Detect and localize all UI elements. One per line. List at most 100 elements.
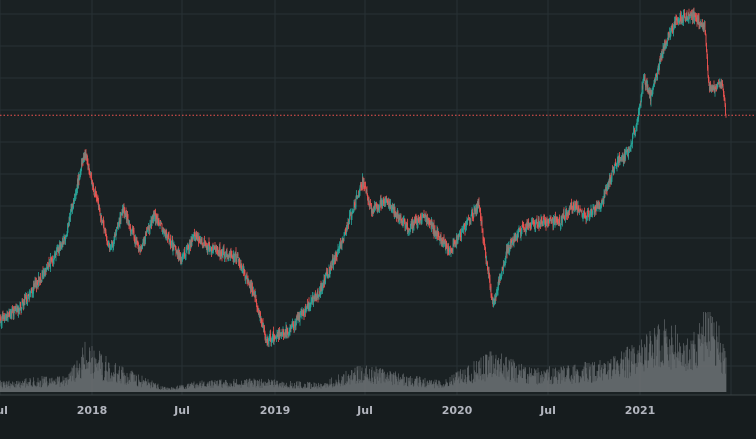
volume-bar (659, 350, 661, 392)
volume-bar (369, 378, 371, 392)
candle-body-down (595, 206, 596, 211)
candle-body-down (646, 82, 648, 88)
volume-bar (396, 376, 398, 392)
candle-body-up (625, 151, 626, 159)
candle-body-up (281, 332, 282, 335)
volume-bar (542, 374, 543, 392)
candle-body-up (65, 236, 67, 238)
volume-bar (479, 360, 480, 392)
volume-bar (296, 382, 297, 392)
candle-body-up (444, 240, 445, 244)
candle-body-down (236, 260, 237, 261)
volume-bar (144, 380, 146, 392)
candle-body-down (69, 217, 71, 219)
volume-bar (33, 380, 35, 392)
volume-bar (238, 385, 240, 392)
volume-bar (554, 368, 556, 392)
volume-bar (534, 368, 535, 392)
candle-body-down (584, 211, 585, 214)
volume-bar (584, 361, 586, 392)
volume-bar (498, 376, 500, 392)
volume-bar (145, 378, 146, 392)
candle-body-up (638, 111, 639, 119)
candle-body-down (669, 33, 671, 38)
candle-body-up (703, 23, 705, 30)
volume-bar (104, 377, 105, 392)
volume-bar (108, 362, 110, 392)
candle-body-up (108, 242, 109, 247)
candle-body-up (295, 320, 297, 326)
volume-bar (314, 383, 316, 392)
volume-bar (680, 362, 682, 392)
volume-bar (373, 383, 374, 392)
volume-bar (566, 375, 567, 392)
volume-bar (511, 362, 512, 392)
candle-body-up (30, 290, 32, 291)
candle-body-up (562, 216, 563, 223)
volume-bar (495, 354, 497, 392)
candle-body-down (415, 218, 416, 219)
candle-body-down (176, 250, 178, 253)
volume-bar (3, 383, 4, 392)
volume-bar (480, 375, 481, 392)
volume-bar (380, 383, 382, 392)
candle-body-up (593, 207, 594, 209)
candle-body-up (141, 248, 143, 250)
volume-bar (230, 387, 231, 392)
volume-bar (256, 386, 257, 392)
candle-body-up (717, 83, 719, 87)
volume-bar (388, 375, 390, 392)
volume-bar (254, 381, 256, 392)
candle-body-down (159, 225, 160, 226)
candle-body-up (619, 158, 621, 162)
candle-body-up (611, 177, 612, 182)
volume-bar (592, 362, 593, 392)
candle-body-down (464, 226, 466, 231)
volume-bar (84, 341, 86, 392)
volume-bar (86, 360, 87, 392)
volume-bar (360, 379, 361, 392)
volume-bar (403, 385, 405, 392)
volume-bar (142, 381, 144, 392)
volume-bar (127, 377, 129, 392)
volume-bar (494, 374, 496, 392)
volume-bar (686, 366, 688, 392)
candle-body-up (617, 157, 619, 159)
time-axis-band (0, 395, 756, 439)
volume-bar (621, 351, 622, 392)
candle-body-up (169, 239, 171, 242)
candle-body-down (335, 255, 336, 261)
candle-body-down (433, 224, 435, 234)
volume-bar (367, 377, 369, 392)
volume-bar (57, 376, 59, 392)
volume-bar (330, 383, 332, 392)
volume-bar (7, 381, 9, 392)
candle-body-down (23, 301, 24, 307)
volume-bar (196, 383, 198, 392)
volume-bar (9, 385, 10, 392)
candle-body-up (652, 91, 653, 96)
volume-bar (579, 375, 581, 392)
candle-body-up (536, 220, 537, 222)
volume-bar (351, 370, 353, 392)
candle-body-down (381, 200, 383, 206)
candle-body-down (724, 98, 725, 101)
candle-body-down (40, 277, 41, 282)
candle-body-up (66, 234, 67, 238)
volume-bar (628, 378, 629, 392)
volume-bar (553, 377, 555, 392)
candle-body-down (580, 208, 581, 211)
candle-body-up (308, 301, 309, 306)
candle-body-down (370, 204, 372, 207)
candle-body-up (151, 219, 153, 226)
volume-bar (650, 335, 651, 392)
candle-body-down (536, 219, 538, 224)
volume-bar (657, 326, 659, 392)
volume-bar (358, 379, 360, 392)
volume-bar (67, 379, 69, 392)
volume-bar (328, 387, 329, 392)
candle-body-up (331, 260, 333, 266)
candle-body-up (235, 251, 236, 253)
